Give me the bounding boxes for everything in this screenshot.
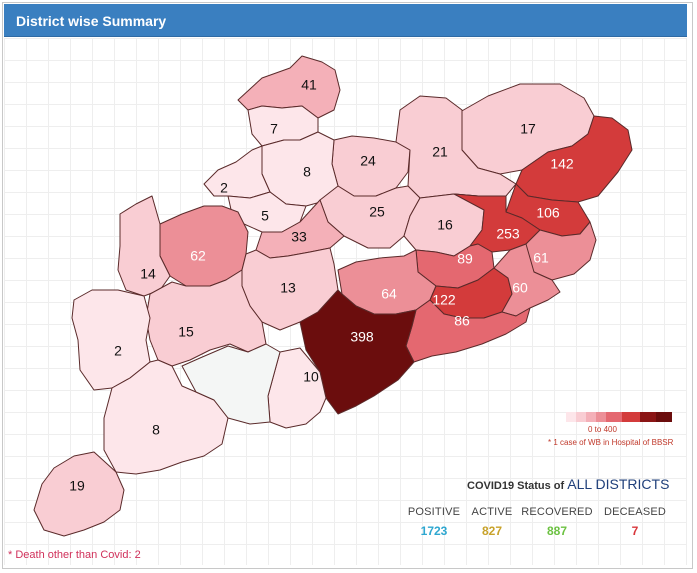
district-value-label: 2 bbox=[220, 180, 228, 196]
district-value-label: 142 bbox=[550, 156, 574, 172]
district-value-label: 21 bbox=[432, 144, 448, 160]
status-title-highlight: ALL DISTRICTS bbox=[567, 476, 670, 492]
district-value-label: 122 bbox=[432, 292, 456, 308]
district-value-label: 2 bbox=[114, 343, 122, 359]
district-region[interactable] bbox=[103, 359, 229, 475]
status-title: COVID19 Status of ALL DISTRICTS bbox=[467, 476, 669, 492]
district-value-label: 253 bbox=[496, 226, 520, 242]
legend-swatch bbox=[640, 412, 656, 422]
district-value-label: 7 bbox=[270, 121, 278, 137]
district-value-label: 5 bbox=[261, 208, 269, 224]
stat-deceased-value: 7 bbox=[631, 524, 639, 538]
district-value-label: 60 bbox=[512, 280, 528, 296]
district-region[interactable] bbox=[33, 451, 125, 537]
stat-active-label: ACTIVE bbox=[471, 506, 513, 518]
district-value-label: 41 bbox=[301, 77, 317, 93]
district-region[interactable] bbox=[181, 343, 281, 425]
legend-swatch bbox=[566, 412, 576, 422]
legend-range: 0 to 400 bbox=[588, 425, 617, 434]
panel-title: District wise Summary bbox=[16, 13, 167, 29]
legend-swatch bbox=[586, 412, 596, 422]
stat-active: ACTIVE 827 bbox=[468, 506, 516, 538]
district-region[interactable] bbox=[493, 243, 561, 317]
district-value-label: 15 bbox=[178, 324, 194, 340]
stat-deceased-label: DECEASED bbox=[603, 506, 667, 518]
district-value-label: 16 bbox=[437, 217, 453, 233]
district-value-label: 106 bbox=[536, 205, 560, 221]
district-value-label: 89 bbox=[457, 251, 473, 267]
stat-recovered-label: RECOVERED bbox=[521, 506, 593, 518]
district-value-label: 13 bbox=[280, 280, 296, 296]
district-value-label: 61 bbox=[533, 250, 549, 266]
status-title-prefix: COVID19 Status of bbox=[467, 480, 565, 492]
district-value-label: 8 bbox=[303, 164, 311, 180]
district-value-label: 10 bbox=[303, 369, 319, 385]
district-value-label: 19 bbox=[69, 478, 85, 494]
district-value-label: 17 bbox=[520, 121, 536, 137]
panel-header: District wise Summary bbox=[4, 4, 687, 37]
district-regions bbox=[33, 55, 633, 537]
stat-positive: POSITIVE 1723 bbox=[405, 506, 463, 538]
stat-deceased: DECEASED 7 bbox=[602, 506, 668, 538]
district-region[interactable] bbox=[117, 195, 171, 297]
district-region[interactable] bbox=[203, 145, 271, 199]
district-value-label: 62 bbox=[190, 248, 206, 264]
legend-swatch bbox=[606, 412, 622, 422]
district-value-label: 64 bbox=[381, 286, 397, 302]
district-value-label: 24 bbox=[360, 153, 376, 169]
district-value-label: 8 bbox=[152, 422, 160, 438]
stat-active-value: 827 bbox=[481, 524, 503, 538]
stat-recovered-value: 887 bbox=[546, 524, 568, 538]
district-value-label: 14 bbox=[140, 266, 156, 282]
legend-scale bbox=[566, 412, 672, 422]
legend-swatch bbox=[596, 412, 606, 422]
legend-swatch bbox=[656, 412, 672, 422]
legend-swatch bbox=[622, 412, 640, 422]
district-value-label: 86 bbox=[454, 313, 470, 329]
stat-recovered: RECOVERED 887 bbox=[521, 506, 593, 538]
district-value-label: 398 bbox=[350, 329, 374, 345]
stat-positive-label: POSITIVE bbox=[407, 506, 461, 518]
district-region[interactable] bbox=[395, 95, 517, 199]
death-footnote: * Death other than Covid: 2 bbox=[8, 549, 141, 561]
legend-swatch bbox=[576, 412, 586, 422]
district-value-label: 25 bbox=[369, 204, 385, 220]
stat-positive-value: 1723 bbox=[420, 524, 448, 538]
legend-note: * 1 case of WB in Hospital of BBSR bbox=[548, 438, 674, 447]
district-value-label: 33 bbox=[291, 229, 307, 245]
